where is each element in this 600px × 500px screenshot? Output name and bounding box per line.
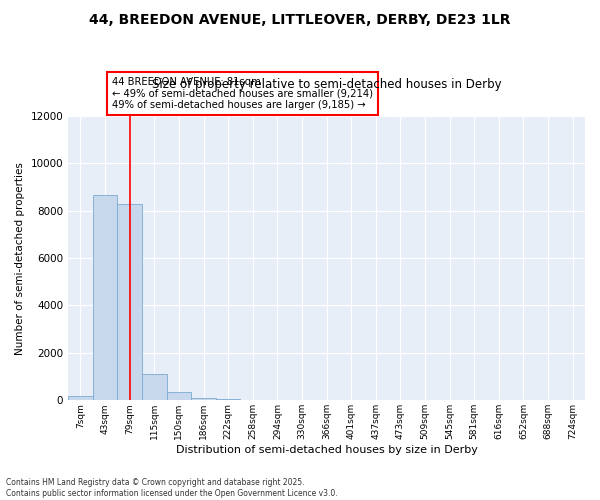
Title: Size of property relative to semi-detached houses in Derby: Size of property relative to semi-detach… xyxy=(152,78,502,91)
X-axis label: Distribution of semi-detached houses by size in Derby: Distribution of semi-detached houses by … xyxy=(176,445,478,455)
Bar xyxy=(68,396,93,400)
Bar xyxy=(93,196,118,400)
Bar xyxy=(142,374,167,400)
Text: Contains HM Land Registry data © Crown copyright and database right 2025.
Contai: Contains HM Land Registry data © Crown c… xyxy=(6,478,338,498)
Text: 44, BREEDON AVENUE, LITTLEOVER, DERBY, DE23 1LR: 44, BREEDON AVENUE, LITTLEOVER, DERBY, D… xyxy=(89,12,511,26)
Bar xyxy=(191,398,216,400)
Text: 44 BREEDON AVENUE: 81sqm
← 49% of semi-detached houses are smaller (9,214)
49% o: 44 BREEDON AVENUE: 81sqm ← 49% of semi-d… xyxy=(112,77,373,110)
Bar xyxy=(167,392,191,400)
Y-axis label: Number of semi-detached properties: Number of semi-detached properties xyxy=(15,162,25,354)
Bar xyxy=(118,204,142,400)
